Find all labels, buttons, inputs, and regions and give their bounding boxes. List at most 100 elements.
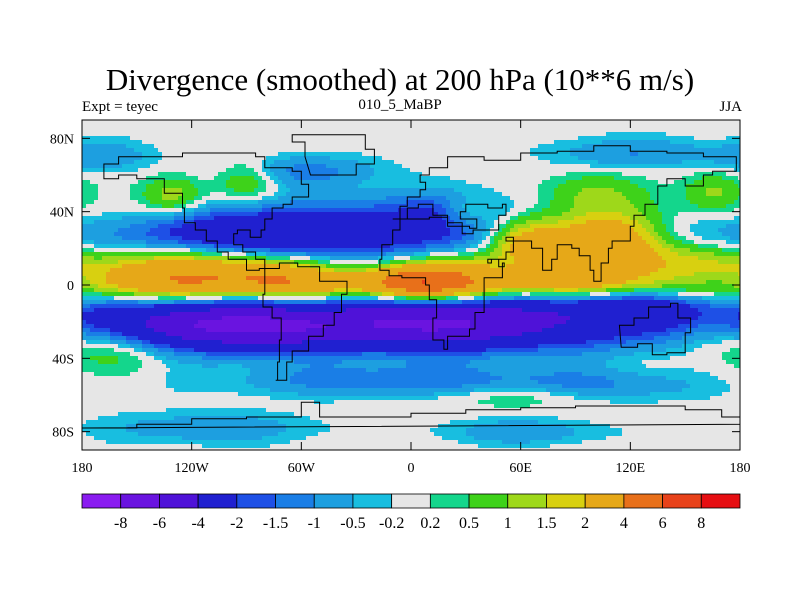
field-cell bbox=[482, 188, 487, 193]
field-cell bbox=[150, 224, 155, 229]
field-cell bbox=[314, 172, 319, 177]
field-cell bbox=[414, 232, 419, 237]
field-cell bbox=[446, 228, 451, 233]
field-cell bbox=[114, 200, 119, 205]
field-cell bbox=[502, 156, 507, 161]
field-cell bbox=[402, 208, 407, 213]
field-cell bbox=[274, 236, 279, 241]
field-cell bbox=[414, 164, 419, 169]
field-cell bbox=[410, 140, 415, 145]
field-cell bbox=[518, 176, 523, 181]
field-cell bbox=[678, 140, 683, 145]
field-cell bbox=[474, 156, 479, 161]
field-cell bbox=[182, 164, 187, 169]
field-cell bbox=[82, 120, 87, 125]
field-cell bbox=[466, 216, 471, 221]
field-cell bbox=[362, 164, 367, 169]
field-cell bbox=[278, 160, 283, 165]
field-cell bbox=[590, 140, 595, 145]
field-cell bbox=[694, 192, 699, 197]
field-cell bbox=[182, 224, 187, 229]
field-cell bbox=[582, 164, 587, 169]
field-cell bbox=[562, 140, 567, 145]
field-cell bbox=[230, 204, 235, 209]
field-cell bbox=[190, 188, 195, 193]
field-cell bbox=[382, 236, 387, 241]
field-cell bbox=[550, 212, 555, 217]
field-cell bbox=[106, 120, 111, 125]
field-cell bbox=[626, 228, 631, 233]
field-cell bbox=[370, 224, 375, 229]
field-cell bbox=[422, 212, 427, 217]
field-cell bbox=[126, 184, 131, 189]
field-cell bbox=[538, 212, 543, 217]
field-cell bbox=[366, 120, 371, 125]
field-cell bbox=[222, 220, 227, 225]
field-cell bbox=[574, 172, 579, 177]
field-cell bbox=[146, 160, 151, 165]
field-cell bbox=[526, 140, 531, 145]
field-cell bbox=[398, 140, 403, 145]
field-cell bbox=[462, 208, 467, 213]
field-cell bbox=[150, 212, 155, 217]
field-cell bbox=[474, 176, 479, 181]
field-cell bbox=[218, 236, 223, 241]
field-cell bbox=[510, 200, 515, 205]
field-cell bbox=[582, 120, 587, 125]
field-cell bbox=[426, 152, 431, 157]
field-cell bbox=[538, 144, 543, 149]
field-cell bbox=[454, 172, 459, 177]
field-cell bbox=[234, 240, 239, 245]
field-cell bbox=[294, 212, 299, 217]
field-cell bbox=[198, 196, 203, 201]
field-cell bbox=[86, 140, 91, 145]
field-cell bbox=[262, 236, 267, 241]
field-cell bbox=[294, 228, 299, 233]
field-cell bbox=[414, 188, 419, 193]
field-cell bbox=[314, 224, 319, 229]
field-cell bbox=[402, 148, 407, 153]
field-cell bbox=[478, 156, 483, 161]
field-cell bbox=[310, 212, 315, 217]
field-cell bbox=[718, 196, 723, 201]
field-cell bbox=[490, 196, 495, 201]
field-cell bbox=[302, 188, 307, 193]
field-cell bbox=[326, 192, 331, 197]
field-cell bbox=[278, 184, 283, 189]
field-cell bbox=[726, 212, 731, 217]
field-cell bbox=[186, 188, 191, 193]
field-cell bbox=[578, 220, 583, 225]
field-cell bbox=[194, 224, 199, 229]
field-cell bbox=[222, 188, 227, 193]
field-cell bbox=[626, 164, 631, 169]
field-cell bbox=[226, 192, 231, 197]
field-cell bbox=[298, 156, 303, 161]
field-cell bbox=[618, 184, 623, 189]
field-cell bbox=[426, 164, 431, 169]
field-cell bbox=[542, 232, 547, 237]
field-cell bbox=[674, 124, 679, 129]
field-cell bbox=[94, 196, 99, 201]
field-cell bbox=[606, 204, 611, 209]
field-cell bbox=[190, 228, 195, 233]
field-cell bbox=[230, 232, 235, 237]
field-cell bbox=[158, 208, 163, 213]
field-cell bbox=[138, 220, 143, 225]
field-cell bbox=[414, 200, 419, 205]
field-cell bbox=[374, 176, 379, 181]
field-cell bbox=[650, 128, 655, 133]
field-cell bbox=[394, 236, 399, 241]
field-cell bbox=[626, 152, 631, 157]
field-cell bbox=[322, 236, 327, 241]
field-cell bbox=[462, 140, 467, 145]
field-cell bbox=[458, 236, 463, 241]
field-cell bbox=[542, 136, 547, 141]
field-cell bbox=[542, 180, 547, 185]
field-cell bbox=[690, 164, 695, 169]
field-cell bbox=[338, 236, 343, 241]
field-cell bbox=[570, 120, 575, 125]
field-cell bbox=[94, 160, 99, 165]
field-cell bbox=[310, 208, 315, 213]
field-cell bbox=[166, 184, 171, 189]
field-cell bbox=[186, 136, 191, 141]
